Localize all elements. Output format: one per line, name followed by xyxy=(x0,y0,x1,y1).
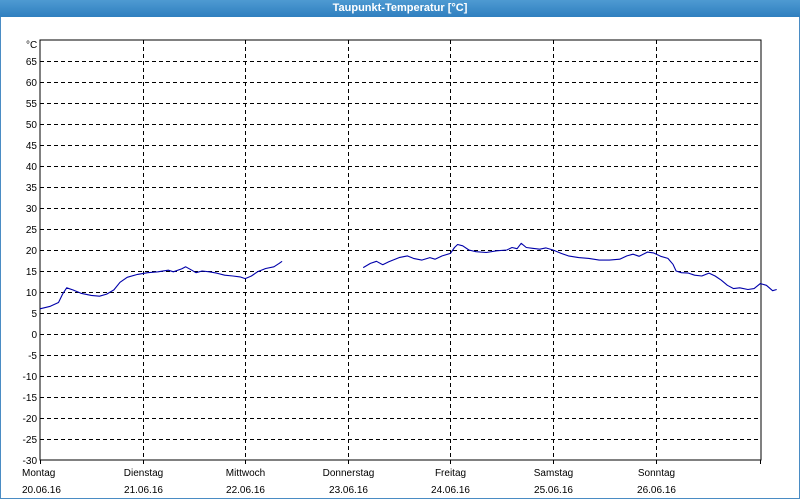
y-axis-ticks: 65605550454035302520151050-5-10-15-20-25… xyxy=(23,57,38,467)
y-tick-label: 40 xyxy=(26,162,38,173)
y-tick-label: 45 xyxy=(26,141,38,152)
x-tick-day: Montag xyxy=(22,468,55,479)
y-tick-label: -10 xyxy=(23,372,38,383)
y-tick-label: -5 xyxy=(28,351,37,362)
y-tick-label: -30 xyxy=(23,456,38,467)
x-tick-date: 25.06.16 xyxy=(534,485,573,496)
y-tick-label: 5 xyxy=(31,309,37,320)
y-tick-label: -25 xyxy=(23,435,38,446)
y-tick-label: 30 xyxy=(26,204,38,215)
y-tick-label: 65 xyxy=(26,57,38,68)
y-tick-label: 10 xyxy=(26,288,38,299)
series-lines xyxy=(39,242,777,310)
y-tick-label: -20 xyxy=(23,414,38,425)
dew-point-line xyxy=(362,242,777,292)
x-tick-day: Freitag xyxy=(435,468,466,479)
y-tick-label: 55 xyxy=(26,99,38,110)
dew-point-line xyxy=(39,260,283,310)
x-tick-date: 20.06.16 xyxy=(22,485,61,496)
x-tick-day: Dienstag xyxy=(124,468,163,479)
y-axis-unit: °C xyxy=(26,40,37,51)
y-tick-label: 20 xyxy=(26,246,38,257)
x-tick-day: Donnerstag xyxy=(323,468,375,479)
x-tick-date: 24.06.16 xyxy=(431,485,470,496)
y-tick-label: 50 xyxy=(26,120,38,131)
y-tick-label: 0 xyxy=(31,330,37,341)
y-tick-label: 15 xyxy=(26,267,38,278)
x-tick-date: 26.06.16 xyxy=(637,485,676,496)
x-tick-date: 21.06.16 xyxy=(124,485,163,496)
grid-lines xyxy=(40,40,761,460)
y-tick-label: -15 xyxy=(23,393,38,404)
y-tick-label: 25 xyxy=(26,225,38,236)
y-tick-label: 60 xyxy=(26,78,38,89)
x-axis-ticks: Montag 20.06.16 Dienstag 21.06.16 Mittwoch 22… xyxy=(22,460,761,496)
x-tick-day: Samstag xyxy=(534,468,573,479)
x-tick-date: 23.06.16 xyxy=(329,485,368,496)
x-tick-date: 22.06.16 xyxy=(226,485,265,496)
y-tick-label: 35 xyxy=(26,183,38,194)
x-tick-day: Sonntag xyxy=(638,468,675,479)
window-title: Taupunkt-Temperatur [°C] xyxy=(0,0,800,17)
x-tick-day: Mittwoch xyxy=(226,468,265,479)
